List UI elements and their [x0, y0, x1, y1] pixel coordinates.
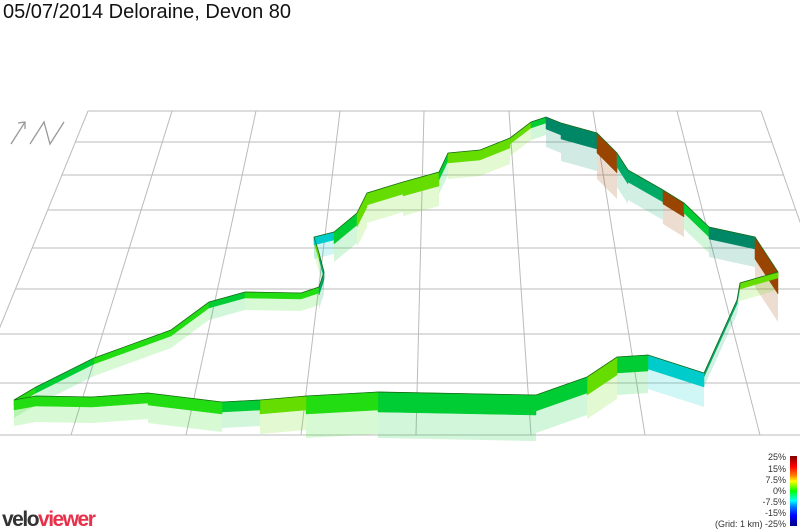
grid-scale-note: (Grid: 1 km): [714, 519, 763, 529]
route-shadow-segment: [357, 207, 367, 247]
grid: [0, 110, 800, 436]
route-shadow-segment: [704, 304, 737, 387]
route-shadow-segment: [260, 410, 306, 434]
route-shadow-segment: [510, 128, 531, 156]
legend-label: -15%: [764, 508, 786, 518]
legend-label: -25%: [764, 519, 786, 529]
legend-label: 7.5%: [765, 475, 786, 485]
route-shadow-segment: [531, 123, 546, 140]
route-segment: [377, 391, 537, 416]
route-shadow-segment: [617, 371, 648, 395]
route-shadow-segment: [439, 161, 448, 194]
route-shadow-segment: [648, 369, 704, 407]
route-shadow-segment: [663, 204, 684, 237]
route-shadow-segment: [209, 298, 245, 320]
grid-line: [508, 110, 532, 436]
route-shadow-segment: [314, 243, 319, 271]
page-title: 05/07/2014 Deloraine, Devon 80: [3, 1, 291, 23]
route-shadow-segment: [448, 160, 480, 179]
veloviewer-logo[interactable]: veloviewer: [2, 508, 96, 532]
grid-line: [676, 110, 761, 436]
route-shadow-segment: [597, 153, 617, 199]
route-shadow-segment: [737, 287, 740, 314]
logo-part: velo: [2, 508, 40, 531]
route-shadow-segment: [740, 278, 778, 301]
route-shadow-segment: [92, 403, 148, 423]
route-shadow-segment: [480, 148, 510, 176]
route-shadow-segment: [617, 167, 628, 204]
route-shadow-segment: [334, 225, 357, 262]
route-shadow-segment: [546, 129, 561, 153]
grid-line: [300, 110, 341, 436]
route-shadow-segment: [306, 410, 378, 438]
route-shadow: [14, 123, 778, 441]
route-shadow-segment: [171, 308, 209, 348]
legend-label: 0%: [772, 486, 786, 496]
logo-part: viewer: [38, 508, 96, 531]
route-shadow-segment: [222, 410, 260, 428]
grid-line: [70, 110, 173, 436]
legend-label: -7.5%: [762, 497, 786, 507]
grid-line: [592, 110, 646, 436]
grid-line: [760, 110, 800, 224]
route-shadow-segment: [628, 182, 663, 220]
legend-label: 25%: [767, 452, 786, 462]
grid-line: [0, 110, 89, 329]
legend-label: 15%: [767, 464, 786, 474]
gradient-color-scale: [790, 456, 797, 526]
route-shadow-segment: [709, 239, 755, 267]
route-shadow-segment: [587, 375, 617, 419]
route-wall: [13, 116, 779, 416]
route-shadow-segment: [14, 406, 36, 426]
gradient-legend: 25% 15% 7.5% 0% -7.5% -15% (Grid: 1 km) …: [680, 452, 800, 530]
grid-line: [185, 110, 257, 436]
route-shadow-segment: [561, 139, 597, 171]
route-shadow-segment: [245, 298, 301, 311]
route-shadow-segment: [36, 364, 94, 405]
route-shadow-segment: [36, 406, 92, 423]
route-shadow-segment: [684, 213, 709, 253]
route-shadow-segment: [755, 259, 778, 322]
grid-line: [415, 110, 425, 436]
route-segment: [35, 395, 93, 408]
route-shadow-segment: [378, 412, 536, 441]
route-shadow-segment: [94, 336, 171, 376]
route-top-edge: [13, 116, 779, 403]
route-shadow-segment: [367, 194, 403, 223]
route-shadow-segment: [536, 393, 587, 433]
route-shadow-segment: [319, 280, 324, 309]
legend-label-bottom: (Grid: 1 km) -25%: [715, 519, 786, 529]
north-arrow-icon: [10, 120, 65, 146]
route-segment: [616, 354, 649, 374]
